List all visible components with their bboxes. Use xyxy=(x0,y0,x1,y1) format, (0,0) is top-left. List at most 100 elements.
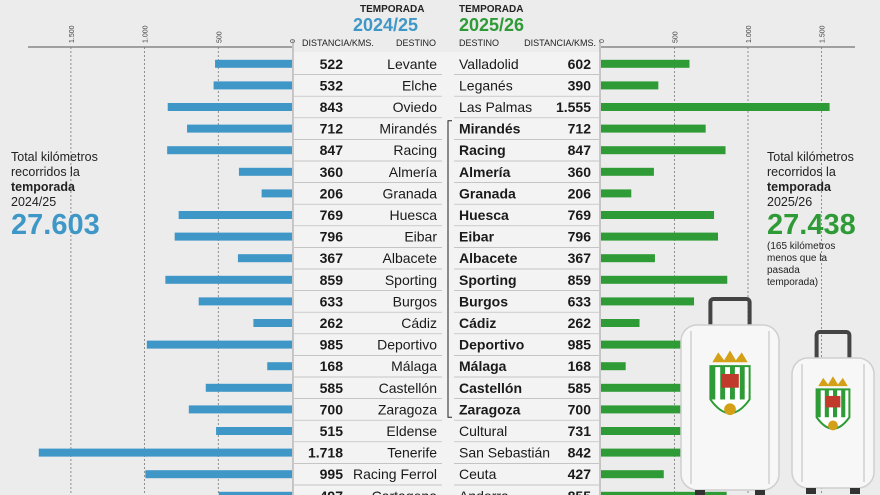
left-destination: Tenerife xyxy=(387,445,437,461)
right-bar xyxy=(601,470,664,479)
right-bar xyxy=(601,275,728,284)
right-bar xyxy=(601,362,626,371)
left-bar xyxy=(187,124,292,133)
suitcase-large-wheel xyxy=(755,490,765,495)
right-season-title: 2025/26 xyxy=(459,15,525,35)
right-summary-line2: recorridos la xyxy=(767,165,836,179)
left-distance-value: 515 xyxy=(320,423,344,439)
suitcase-large-crest-castle-icon xyxy=(721,373,739,388)
right-destination: Cádiz xyxy=(459,315,496,331)
right-bar xyxy=(601,59,690,68)
right-distance-value: 633 xyxy=(568,293,592,309)
right-destination: Leganés xyxy=(459,77,513,93)
left-destination: Oviedo xyxy=(393,99,438,115)
left-destination: Cartagena xyxy=(372,488,438,495)
left-distance-value: 700 xyxy=(320,401,344,417)
left-destination: Racing Ferrol xyxy=(353,466,437,482)
left-distance-value: 497 xyxy=(320,488,344,495)
right-destination: Málaga xyxy=(459,358,507,374)
left-bar xyxy=(167,103,292,111)
left-season-title: 2024/25 xyxy=(353,15,419,35)
right-bar xyxy=(601,81,659,90)
right-destination: Deportivo xyxy=(459,337,524,353)
left-bar xyxy=(237,254,292,263)
left-distance-value: 633 xyxy=(320,293,344,309)
left-bar xyxy=(178,211,292,219)
right-bar xyxy=(601,427,709,435)
left-bar xyxy=(216,427,292,435)
right-tick-label: 500 xyxy=(673,31,680,43)
left-bar xyxy=(267,362,292,371)
left-season-label: TEMPORADA xyxy=(360,4,425,15)
suitcase-large-wheel xyxy=(695,490,705,495)
left-distance-value: 796 xyxy=(320,229,344,245)
left-summary-line4: 2024/25 xyxy=(11,195,57,209)
right-summary-line4: 2025/26 xyxy=(767,195,813,209)
right-destination: Albacete xyxy=(459,250,518,266)
right-summary-line1: Total kilómetros xyxy=(767,150,854,164)
suitcase-small-crest-ball-icon xyxy=(828,420,838,431)
left-destination: Burgos xyxy=(393,293,437,309)
suitcase-small-crest-crown-icon xyxy=(818,376,848,387)
right-col-distance-header: DISTANCIA/KMS. xyxy=(524,38,596,48)
right-bar xyxy=(601,103,830,111)
left-destination: Albacete xyxy=(383,250,438,266)
suitcase-small-crest-castle-icon xyxy=(825,395,841,408)
right-destination: Burgos xyxy=(459,293,508,309)
suitcase-small-crest-stripe xyxy=(816,389,821,418)
right-distance-value: 847 xyxy=(568,142,592,158)
left-tick-label: 0 xyxy=(290,39,297,43)
left-bar xyxy=(145,470,292,479)
right-destination: Mirandés xyxy=(459,121,521,137)
left-summary-line3: temporada xyxy=(11,180,75,194)
left-distance-value: 712 xyxy=(320,121,344,137)
right-summary-line3: temporada xyxy=(767,180,831,194)
right-bar xyxy=(601,383,687,392)
left-destination: Cádiz xyxy=(401,315,437,331)
right-season-label: TEMPORADA xyxy=(459,4,524,15)
left-distance-value: 367 xyxy=(320,250,344,266)
right-destination: Eibar xyxy=(459,229,495,245)
right-col-destination-header: DESTINO xyxy=(459,38,499,48)
right-summary-note4: temporada) xyxy=(767,277,819,288)
right-bar xyxy=(601,146,726,155)
left-summary: Total kilómetros recorridos la temporada… xyxy=(11,150,131,240)
left-bar xyxy=(146,340,292,349)
right-summary-total: 27.438 xyxy=(767,209,856,241)
left-distance-value: 985 xyxy=(320,337,344,353)
right-distance-value: 769 xyxy=(568,207,592,223)
right-distance-value: 1.555 xyxy=(556,99,591,115)
right-bar xyxy=(601,232,719,241)
left-distance-value: 206 xyxy=(320,185,344,201)
left-distance-value: 532 xyxy=(320,77,344,93)
left-summary-line1: Total kilómetros xyxy=(11,150,98,164)
right-distance-value: 700 xyxy=(568,401,592,417)
left-bar xyxy=(218,491,292,495)
right-distance-value: 985 xyxy=(568,337,592,353)
left-destination: Eibar xyxy=(404,229,437,245)
left-bar xyxy=(213,81,292,90)
right-distance-value: 168 xyxy=(568,358,592,374)
repeated-rivals-bracket xyxy=(447,120,452,418)
right-distance-value: 262 xyxy=(568,315,592,331)
left-destination: Sporting xyxy=(385,272,437,288)
left-destination: Mirandés xyxy=(379,121,437,137)
right-tick-label: 0 xyxy=(599,39,606,43)
right-distance-value: 859 xyxy=(568,272,592,288)
right-distance-value: 855 xyxy=(568,488,592,495)
right-destination: San Sebastián xyxy=(459,445,550,461)
left-tick-label: 1.500 xyxy=(69,25,76,43)
right-bar xyxy=(601,211,715,219)
table-panel xyxy=(293,52,600,495)
left-bar xyxy=(215,59,292,68)
suitcase-small-wheel xyxy=(806,488,816,494)
left-destination: Almería xyxy=(389,164,437,180)
left-bar xyxy=(165,275,292,284)
left-tick-label: 1.000 xyxy=(143,25,150,43)
right-bar xyxy=(601,124,706,133)
left-bar xyxy=(188,405,292,414)
suitcase-large-crest-ball-icon xyxy=(724,403,736,416)
right-distance-value: 712 xyxy=(568,121,592,137)
right-destination: Racing xyxy=(459,142,506,158)
right-tick-label: 1.500 xyxy=(820,25,827,43)
